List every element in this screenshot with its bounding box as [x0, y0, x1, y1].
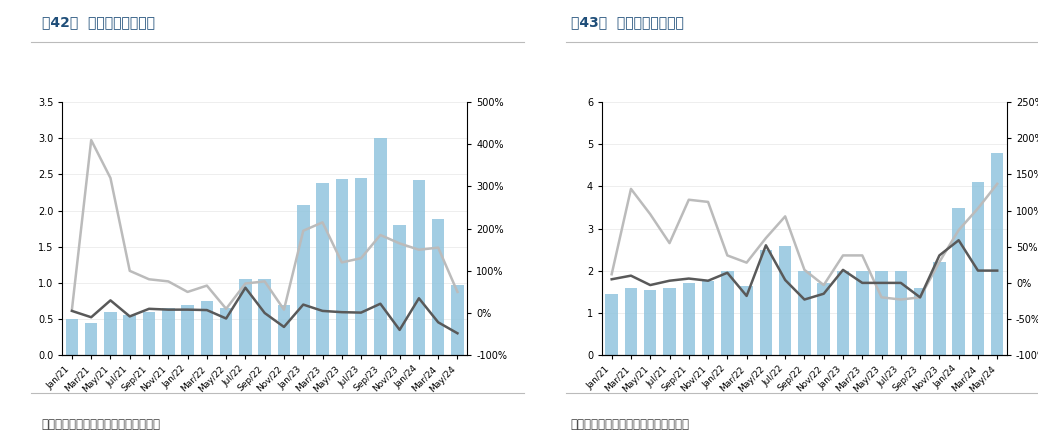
Bar — [605, 294, 618, 355]
Bar — [220, 308, 233, 355]
Bar — [721, 271, 734, 355]
Bar — [740, 285, 753, 355]
Bar — [85, 323, 98, 355]
Bar — [65, 319, 78, 355]
Bar — [644, 290, 656, 355]
Bar — [143, 312, 156, 355]
Text: 图42：  浙江省逆变器出口: 图42： 浙江省逆变器出口 — [42, 15, 155, 29]
Bar — [702, 281, 714, 355]
Bar — [895, 271, 907, 355]
Bar — [162, 308, 174, 355]
Bar — [933, 262, 946, 355]
Text: 数据来源：海关总署，东吴证券研究所: 数据来源：海关总署，东吴证券研究所 — [571, 418, 690, 432]
Bar — [972, 182, 984, 355]
Bar — [953, 208, 965, 355]
Bar — [297, 205, 309, 355]
Bar — [818, 284, 830, 355]
Bar — [124, 315, 136, 355]
Bar — [760, 250, 772, 355]
Bar — [393, 225, 406, 355]
Bar — [413, 180, 426, 355]
Bar — [683, 284, 695, 355]
Bar — [355, 178, 367, 355]
Bar — [625, 288, 637, 355]
Text: 图43：  广东省逆变器出口: 图43： 广东省逆变器出口 — [571, 15, 684, 29]
Bar — [200, 301, 213, 355]
Text: 数据来源：海关总署，东吴证券研究所: 数据来源：海关总署，东吴证券研究所 — [42, 418, 161, 432]
Bar — [991, 153, 1004, 355]
Bar — [317, 183, 329, 355]
Bar — [239, 279, 251, 355]
Bar — [856, 271, 869, 355]
Bar — [432, 219, 444, 355]
Bar — [798, 271, 811, 355]
Bar — [104, 312, 116, 355]
Bar — [258, 279, 271, 355]
Bar — [875, 271, 887, 355]
Bar — [452, 285, 464, 355]
Bar — [663, 288, 676, 355]
Bar — [278, 305, 291, 355]
Bar — [778, 246, 791, 355]
Bar — [182, 305, 194, 355]
Bar — [335, 179, 348, 355]
Bar — [913, 288, 926, 355]
Bar — [837, 271, 849, 355]
Bar — [374, 138, 386, 355]
